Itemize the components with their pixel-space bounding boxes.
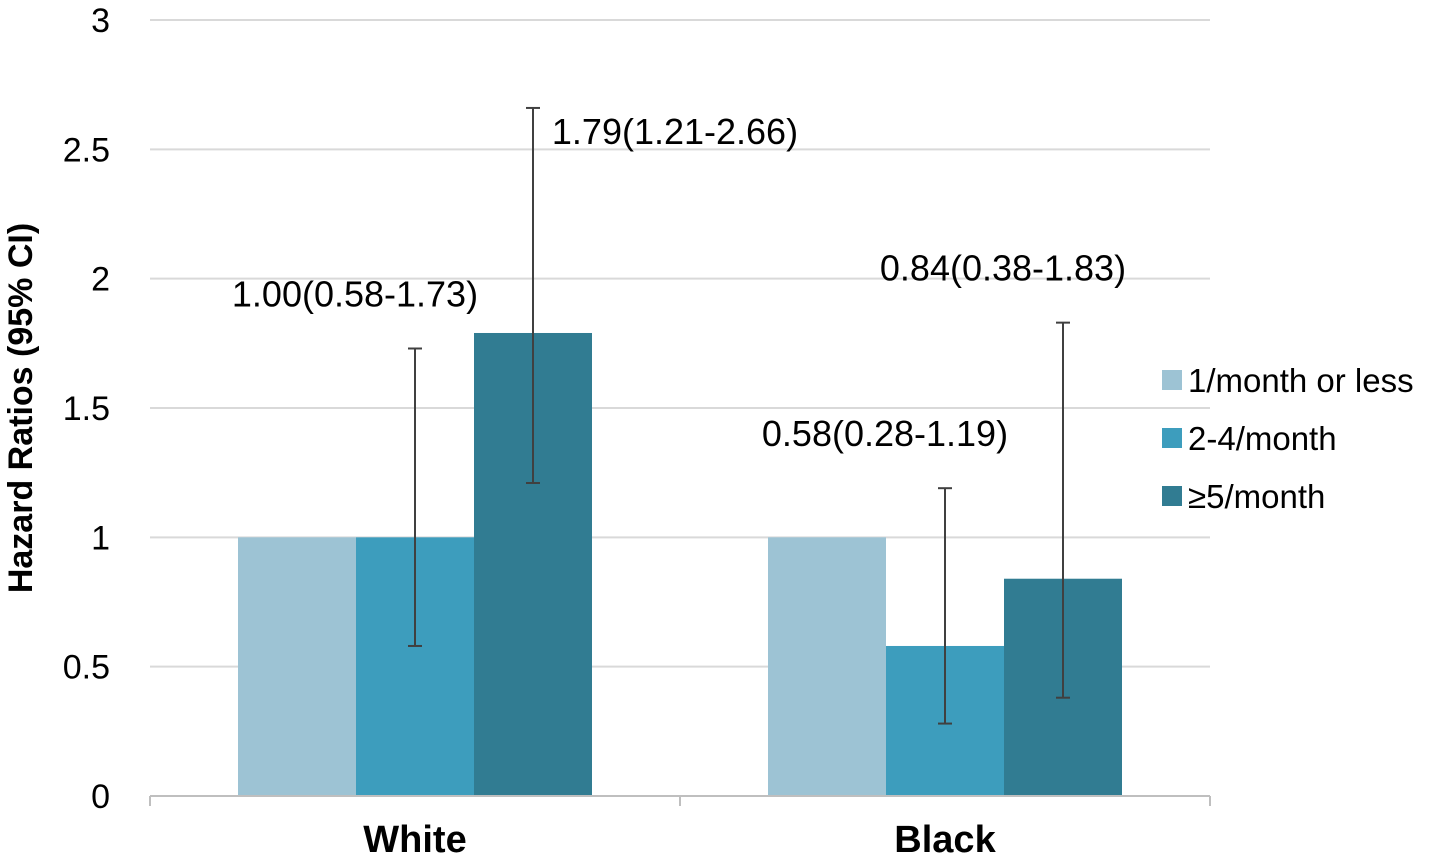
category-labels: White Black bbox=[363, 819, 996, 860]
bars bbox=[238, 332, 1122, 796]
data-labels: 1.00(0.58-1.73) 1.79(1.21-2.66) 0.58(0.28-… bbox=[232, 111, 1126, 454]
data-label: 0.58(0.28-1.19) bbox=[762, 413, 1008, 454]
y-axis-label: Hazard Ratios (95% CI) bbox=[2, 223, 40, 593]
y-tick-label: 0.5 bbox=[63, 649, 110, 687]
legend-label: 1/month or less bbox=[1188, 362, 1414, 399]
y-tick-label: 1.5 bbox=[63, 390, 110, 428]
legend-label: ≥5/month bbox=[1188, 478, 1325, 515]
y-tick-label: 0 bbox=[91, 778, 110, 816]
legend-label: 2-4/month bbox=[1188, 420, 1337, 457]
y-tick-label: 1 bbox=[91, 519, 110, 557]
data-label: 1.00(0.58-1.73) bbox=[232, 274, 478, 315]
legend-swatch bbox=[1162, 486, 1182, 506]
legend-swatch bbox=[1162, 370, 1182, 390]
data-label: 0.84(0.38-1.83) bbox=[880, 248, 1126, 289]
legend: 1/month or less 2-4/month ≥5/month bbox=[1162, 362, 1414, 515]
y-tick-label: 2.5 bbox=[63, 131, 110, 169]
category-label: Black bbox=[894, 819, 996, 860]
bar bbox=[768, 537, 886, 796]
x-axis bbox=[149, 795, 1211, 806]
data-label: 1.79(1.21-2.66) bbox=[552, 111, 798, 152]
legend-swatch bbox=[1162, 428, 1182, 448]
error-bars bbox=[408, 106, 1070, 725]
y-tick-label: 3 bbox=[91, 2, 110, 40]
y-axis-ticks: 0 0.5 1 1.5 2 2.5 3 bbox=[63, 2, 110, 816]
category-label: White bbox=[363, 819, 466, 860]
bar bbox=[238, 537, 356, 796]
y-tick-label: 2 bbox=[91, 261, 110, 299]
